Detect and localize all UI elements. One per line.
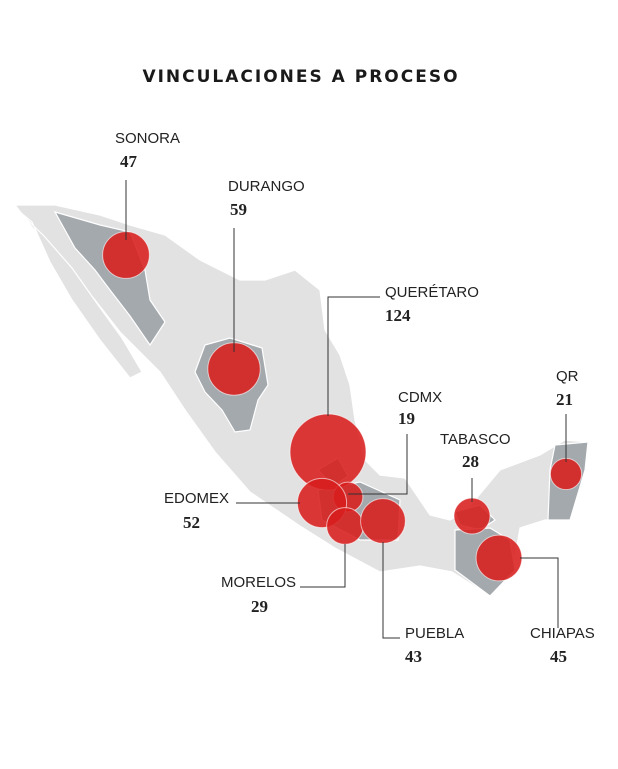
bubble <box>326 507 364 545</box>
state-name: QR <box>556 368 579 385</box>
bubble <box>289 413 367 491</box>
state-name: CDMX <box>398 389 442 406</box>
leader-line <box>382 542 400 639</box>
bubble <box>453 497 491 535</box>
baja-california <box>14 207 143 379</box>
mexico-land <box>13 204 589 597</box>
bubble <box>549 457 583 491</box>
value-label: 43 <box>405 647 422 666</box>
bubble <box>475 534 523 582</box>
value-label: 29 <box>251 597 268 616</box>
value-label: 28 <box>462 452 479 471</box>
state-name: EDOMEX <box>164 490 229 507</box>
value-label: 52 <box>183 513 200 532</box>
leader-line <box>520 557 559 628</box>
labels: SONORA 47 DURANGO 59 QUERÉTARO 124 CDMX 19 QR 21 T… <box>115 130 595 666</box>
value-label: 124 <box>385 306 411 325</box>
state-name: SONORA <box>115 130 180 147</box>
leader-line <box>327 296 380 416</box>
bubble <box>360 498 406 544</box>
value-label: 19 <box>398 409 415 428</box>
state-name: DURANGO <box>228 178 305 195</box>
chart-title: VINCULACIONES A PROCESO <box>142 67 459 87</box>
state-name: QUERÉTARO <box>385 284 479 301</box>
state-name: CHIAPAS <box>530 625 595 642</box>
leader-line <box>300 544 346 588</box>
state-sonora <box>53 211 166 347</box>
state-name: TABASCO <box>440 431 511 448</box>
leader-line <box>348 434 408 495</box>
value-label: 45 <box>550 647 567 666</box>
value-label: 47 <box>120 152 138 171</box>
state-name: PUEBLA <box>405 625 464 642</box>
value-label: 21 <box>556 390 573 409</box>
value-label: 59 <box>230 200 247 219</box>
state-name: MORELOS <box>221 574 296 591</box>
